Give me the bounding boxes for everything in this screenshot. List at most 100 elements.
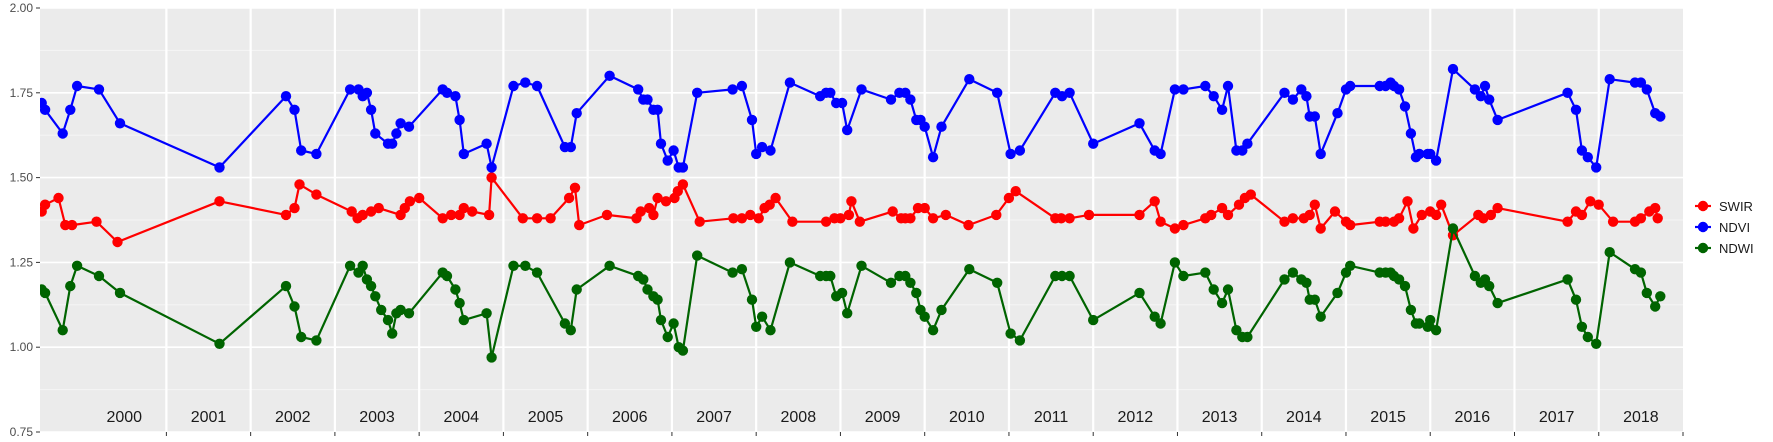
- data-point-swir: [601, 209, 613, 221]
- legend-label-ndvi: NDVI: [1719, 220, 1750, 235]
- data-point-ndvi: [508, 80, 519, 92]
- data-point-swir: [311, 189, 322, 200]
- data-point-ndwi: [1301, 277, 1312, 288]
- data-point-ndvi: [1655, 111, 1666, 122]
- data-point-ndvi: [1178, 84, 1189, 95]
- data-point-swir: [1010, 186, 1021, 197]
- data-point-ndwi: [1469, 270, 1481, 282]
- data-point-ndvi: [1301, 91, 1312, 102]
- data-point-ndvi: [1287, 94, 1299, 105]
- legend-label-swir: SWIR: [1719, 199, 1753, 214]
- data-point-ndvi: [1005, 148, 1016, 160]
- data-point-ndvi: [905, 94, 916, 105]
- data-point-ndwi: [57, 325, 68, 336]
- data-point-ndwi: [1604, 247, 1615, 258]
- year-label: 2005: [528, 409, 564, 426]
- data-point-ndvi: [565, 141, 576, 153]
- data-point-ndwi: [1155, 318, 1166, 329]
- data-point-ndwi: [756, 311, 768, 322]
- data-point-swir: [467, 206, 478, 217]
- data-point-swir: [1576, 209, 1588, 221]
- data-point-ndvi: [765, 145, 776, 156]
- data-point-swir: [1233, 199, 1245, 210]
- data-point-swir: [677, 179, 689, 190]
- data-point-swir: [1329, 206, 1341, 217]
- data-point-ndwi: [454, 297, 465, 309]
- data-point-ndvi: [65, 104, 76, 116]
- data-point-swir: [545, 213, 556, 224]
- data-point-ndwi: [727, 267, 738, 278]
- y-tick-label: 2.00: [10, 1, 34, 15]
- data-point-swir: [1056, 213, 1067, 224]
- data-point-ndwi: [565, 325, 576, 336]
- legend-label-ndwi: NDWI: [1719, 241, 1754, 256]
- data-point-swir: [1650, 202, 1661, 214]
- data-point-swir: [1003, 192, 1015, 204]
- data-point-ndwi: [486, 352, 497, 363]
- series-swir: [40, 172, 1663, 248]
- data-point-swir: [289, 202, 300, 214]
- data-point-swir: [745, 209, 756, 221]
- data-point-ndwi: [1492, 297, 1503, 309]
- year-labels: 2000 2001 2002 2003 2004 2005 2006 2007 2008 2009…: [106, 409, 1658, 426]
- data-point-swir: [635, 206, 646, 217]
- data-point-swir: [1635, 213, 1647, 224]
- data-point-ndwi: [1332, 287, 1343, 299]
- legend-key-point: [1697, 221, 1709, 233]
- data-point-ndwi: [1425, 314, 1436, 326]
- data-point-ndvi: [365, 104, 377, 116]
- data-point-swir: [846, 196, 857, 207]
- data-point-ndvi: [1279, 87, 1290, 99]
- data-point-ndvi: [825, 87, 836, 99]
- data-point-swir: [1216, 202, 1228, 214]
- data-point-ndvi: [1014, 145, 1026, 156]
- year-label: 2001: [191, 409, 227, 426]
- data-point-ndwi: [1399, 280, 1411, 292]
- data-point-ndvi: [1570, 104, 1582, 116]
- year-separators: [165, 8, 1600, 432]
- data-point-ndwi: [1591, 338, 1602, 349]
- data-point-ndvi: [1064, 87, 1075, 99]
- data-point-swir: [660, 196, 672, 207]
- data-point-swir: [694, 216, 705, 227]
- data-point-ndwi: [559, 318, 571, 329]
- data-point-ndwi: [1315, 311, 1326, 322]
- data-point-ndwi: [1405, 304, 1417, 316]
- data-point-ndvi: [1208, 91, 1219, 102]
- data-point-ndvi: [756, 141, 768, 153]
- data-point-ndvi: [344, 84, 356, 95]
- data-point-swir: [1304, 209, 1315, 221]
- data-point-ndwi: [655, 314, 667, 326]
- data-point-swir: [563, 192, 575, 204]
- data-point-swir: [357, 209, 368, 221]
- data-point-swir: [40, 199, 51, 210]
- data-point-swir: [1607, 216, 1619, 227]
- data-point-ndvi: [668, 145, 679, 156]
- data-point-ndvi: [280, 91, 292, 102]
- data-point-ndwi: [1088, 314, 1099, 326]
- y-tick-label: 1.50: [10, 171, 34, 185]
- data-point-ndvi: [1405, 128, 1417, 139]
- data-point-ndwi: [365, 280, 377, 292]
- y-tick-label: 1.25: [10, 255, 34, 269]
- data-point-ndwi: [1222, 284, 1234, 295]
- data-point-swir: [1562, 216, 1573, 227]
- data-point-ndwi: [1242, 331, 1253, 343]
- data-point-ndwi: [1178, 270, 1189, 282]
- data-point-swir: [280, 209, 292, 221]
- data-point-ndwi: [1562, 274, 1573, 285]
- data-point-ndvi: [936, 121, 947, 132]
- data-point-swir: [991, 209, 1002, 221]
- data-point-swir: [728, 213, 739, 224]
- data-point-ndwi: [927, 325, 939, 336]
- data-point-ndvi: [40, 104, 51, 115]
- data-point-ndvi: [964, 74, 975, 85]
- data-point-ndwi: [508, 260, 519, 271]
- data-point-swir: [1393, 213, 1405, 224]
- year-label: 2014: [1286, 409, 1322, 426]
- data-point-swir: [404, 196, 416, 207]
- data-point-ndwi: [1345, 260, 1356, 271]
- data-point-swir: [1593, 199, 1604, 210]
- data-point-ndwi: [289, 301, 300, 312]
- data-point-ndwi: [1169, 257, 1181, 268]
